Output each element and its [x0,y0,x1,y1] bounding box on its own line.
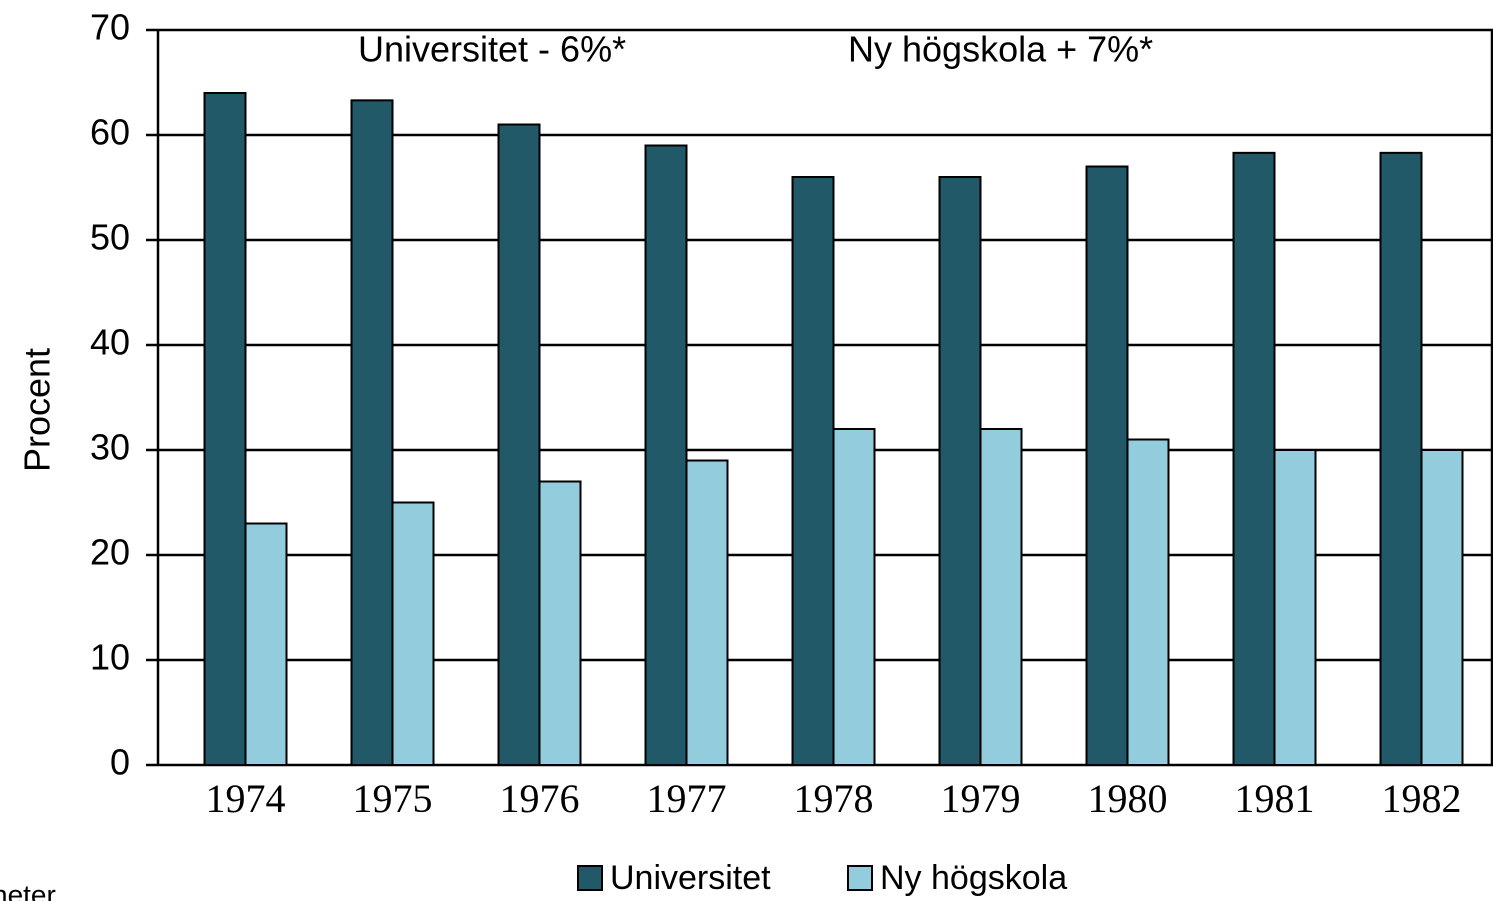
legend-swatch [847,865,873,891]
x-tick-label: 1982 [1382,776,1462,821]
bar [938,176,982,766]
bar [538,480,582,766]
y-tick-label: 40 [90,322,130,363]
legend-swatch [577,865,603,891]
bar [1273,449,1317,766]
bar [350,99,394,767]
bar [1420,449,1464,766]
bar [979,428,1023,766]
y-tick-label: 50 [90,217,130,258]
bar [685,459,729,766]
footnote: heter [0,879,56,901]
y-tick-label: 10 [90,637,130,678]
x-tick-label: 1976 [500,776,580,821]
annotation: Ny högskola + 7%* [848,29,1153,70]
y-tick-label: 30 [90,427,130,468]
y-tick-label: 0 [110,742,130,783]
bar [791,176,835,766]
x-tick-label: 1980 [1088,776,1168,821]
x-tick-label: 1979 [941,776,1021,821]
bar [391,501,435,766]
y-tick-label: 70 [90,7,130,48]
legend-label: Universitet [610,859,771,897]
y-tick-label: 20 [90,532,130,573]
annotation: Universitet - 6%* [358,29,626,70]
bar [203,92,247,766]
x-tick-label: 1981 [1235,776,1315,821]
y-tick-label: 60 [90,112,130,153]
bar [1085,165,1129,766]
bar [832,428,876,766]
x-tick-label: 1978 [794,776,874,821]
x-tick-label: 1975 [353,776,433,821]
bar [1232,151,1276,767]
bar [244,522,288,766]
bar [1126,438,1170,766]
x-tick-label: 1974 [206,776,286,821]
y-axis-label: Procent [17,348,58,472]
bar [1379,151,1423,767]
bar [497,123,541,766]
bar [644,144,688,766]
x-tick-label: 1977 [647,776,727,821]
legend-label: Ny högskola [880,859,1067,897]
